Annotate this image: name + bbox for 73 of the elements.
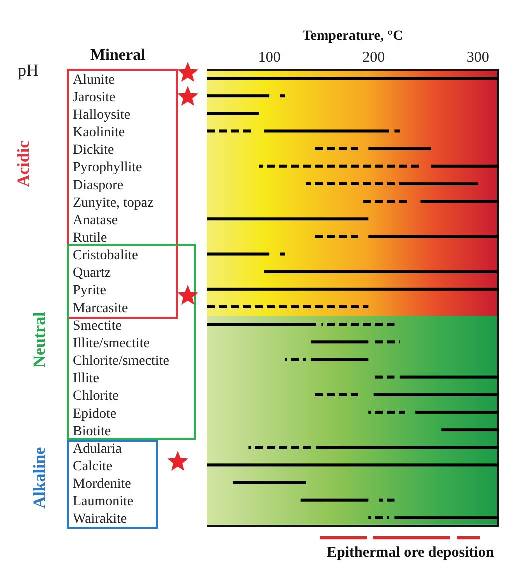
y-tick-label: Pyrite <box>73 284 106 299</box>
y-tick-label: Wairakite <box>73 512 128 528</box>
y-tick-label: Chlorite/smectite <box>73 354 170 370</box>
bar <box>394 130 400 133</box>
y-tick-label: Diaspore <box>73 178 124 194</box>
bar <box>207 288 499 291</box>
y-tick-label: Biotite <box>73 424 112 440</box>
y-tick-label: Pyrophyllite <box>73 160 142 176</box>
y-tick-label: Rutile <box>73 230 108 246</box>
bar <box>322 323 395 326</box>
x-tick-label: 100 <box>258 50 281 66</box>
bar <box>259 164 421 168</box>
y-tick-label: Quartz <box>73 266 112 282</box>
y-tick-label: Chlorite <box>73 389 119 404</box>
bar <box>207 306 369 308</box>
bar <box>394 516 499 520</box>
bar <box>311 358 369 362</box>
bar <box>207 77 499 80</box>
bar <box>207 252 270 256</box>
y-tick-label: Alunite <box>73 72 115 88</box>
bar <box>207 94 270 98</box>
bar <box>207 218 369 221</box>
bar <box>300 498 369 502</box>
y-tick-label: Anatase <box>73 213 118 228</box>
y-tick-label: Epidote <box>73 406 117 422</box>
x-tick-label: 300 <box>466 50 490 66</box>
bar <box>368 147 432 150</box>
bar <box>316 446 499 450</box>
y-tick-label: Mordenite <box>73 477 132 492</box>
x-tick-label: 200 <box>362 50 386 66</box>
bar <box>374 393 499 396</box>
bar <box>285 358 306 362</box>
bar <box>311 340 369 344</box>
bar <box>442 428 499 432</box>
bar <box>248 446 312 450</box>
text: Alkaline <box>30 447 50 509</box>
bar <box>400 376 499 379</box>
bar <box>420 200 499 204</box>
bar <box>374 376 395 379</box>
bar <box>207 464 499 467</box>
bar <box>431 164 499 168</box>
text: Neutral <box>30 312 50 368</box>
y-tick-label: Jarosite <box>73 90 116 106</box>
bar <box>368 410 406 414</box>
y-tick-label: Zunyite, topaz <box>73 196 154 211</box>
bar <box>374 340 400 344</box>
bar <box>207 112 260 116</box>
y-tick-label: Cristobalite <box>73 248 138 264</box>
bar <box>368 235 499 238</box>
y-tick-label: Illite <box>73 372 100 387</box>
y-tick-label: Calcite <box>73 459 113 474</box>
bar <box>368 516 390 520</box>
bar <box>264 130 390 133</box>
y-tick-label: Illite/smectite <box>73 336 150 352</box>
bar <box>379 498 395 502</box>
y-tick-label: Kaolinite <box>73 126 126 141</box>
bar <box>264 270 499 274</box>
y-tick-label: Marcasite <box>73 301 128 316</box>
y-tick-label: Laumonite <box>73 494 134 510</box>
text: Acidic <box>14 140 34 188</box>
y-tick-label: Adularia <box>73 442 123 457</box>
bar <box>416 410 499 414</box>
y-axis-title: Mineral <box>89 47 147 65</box>
bar <box>280 94 286 98</box>
text: Epithermal ore deposition <box>327 545 494 562</box>
y-tick-label: Dickite <box>73 143 114 158</box>
y-tick-label: Smectite <box>73 318 122 334</box>
text: pH <box>18 61 39 81</box>
bar <box>207 323 316 326</box>
y-tick-label: Halloysite <box>73 108 131 123</box>
bar <box>280 252 286 256</box>
x-axis-title: Temperature, °C <box>302 28 404 44</box>
bar <box>233 481 306 484</box>
